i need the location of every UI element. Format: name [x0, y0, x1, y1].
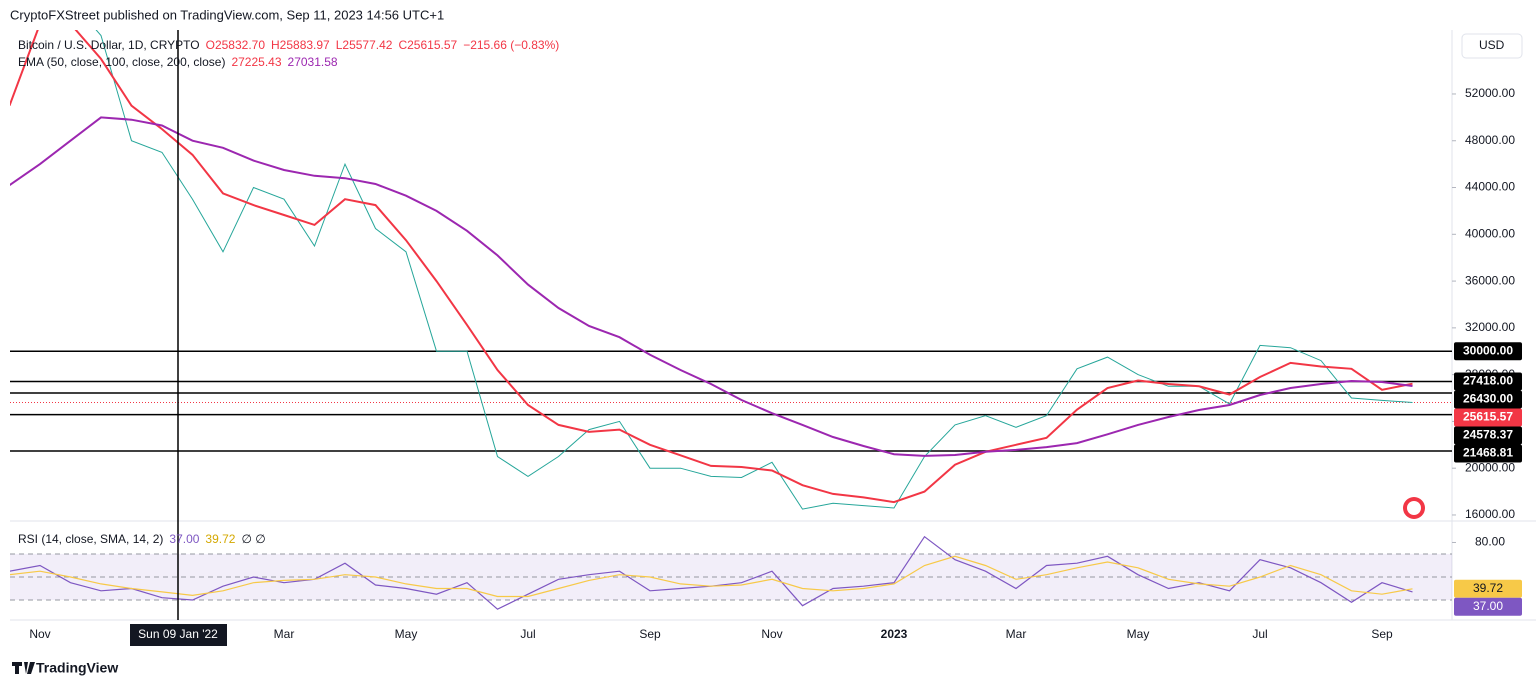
x-tick-label: Sep — [639, 627, 661, 641]
level-label-box — [1454, 408, 1522, 427]
level-label: 26430.00 — [1463, 392, 1513, 406]
level-label-box — [1454, 426, 1522, 445]
level-label: 27418.00 — [1463, 374, 1513, 388]
rsi-pane — [10, 535, 1452, 610]
series-line — [95, 30, 1413, 510]
currency-button[interactable] — [1461, 33, 1523, 59]
crosshair-label-box — [130, 624, 227, 646]
rsi-tick-label: 80.00 — [1475, 535, 1505, 549]
x-tick-label: Mar — [274, 627, 295, 641]
ema200-value: 27031.58 — [288, 55, 338, 69]
ohlc-close: C25615.57 — [398, 38, 457, 52]
rsi-label-box — [1454, 579, 1522, 598]
level-label-box — [1454, 372, 1522, 391]
x-tick-label: Nov — [761, 627, 782, 641]
ema-legend: EMA (50, close, 100, close, 200, close) 2… — [18, 55, 338, 69]
y-tick-label: 52000.00 — [1465, 86, 1515, 100]
level-label: 21468.81 — [1463, 446, 1513, 460]
level-label-box — [1454, 342, 1522, 361]
currency-label[interactable]: USD — [1479, 38, 1505, 52]
rsi-label: 37.00 — [1473, 599, 1503, 613]
x-tick-label: May — [1127, 627, 1150, 641]
ema50-value: 27225.43 — [231, 55, 281, 69]
x-tick-label: Mar — [1006, 627, 1027, 641]
brand-logo — [12, 662, 35, 674]
x-tick-label: Sep — [1371, 627, 1393, 641]
series-line — [10, 116, 1413, 457]
rsi-label-box — [1454, 597, 1522, 616]
series-line — [10, 30, 1413, 504]
flag-icon-inner — [1407, 501, 1421, 515]
y-tick-label: 36000.00 — [1465, 273, 1515, 287]
x-tick-label: Jul — [520, 627, 535, 641]
rsi-title: RSI (14, close, SMA, 14, 2) — [18, 532, 163, 546]
y-tick-label: 48000.00 — [1465, 133, 1515, 147]
y-tick-label: 16000.00 — [1465, 507, 1515, 521]
level-label-box — [1454, 444, 1522, 463]
ohlc-high: H25883.97 — [271, 38, 330, 52]
x-tick-label: Jul — [1252, 627, 1267, 641]
y-tick-label: 20000.00 — [1465, 460, 1515, 474]
series-line — [10, 555, 1413, 598]
rsi-legend: RSI (14, close, SMA, 14, 2) 37.00 39.72 ∅ ∅ — [18, 532, 266, 546]
rsi-extra: ∅ ∅ — [241, 532, 265, 546]
y-tick-label: 40000.00 — [1465, 226, 1515, 240]
y-tick-label: 44000.00 — [1465, 180, 1515, 194]
ema-label: EMA (50, close, 100, close, 200, close) — [18, 55, 225, 69]
rsi-ma-value: 39.72 — [205, 532, 235, 546]
y-tick-label: 32000.00 — [1465, 320, 1515, 334]
rsi-value: 37.00 — [169, 532, 199, 546]
x-tick-label: Nov — [29, 627, 50, 641]
publisher: CryptoFXStreet published on TradingView.… — [10, 7, 444, 22]
ohlc-open: O25832.70 — [206, 38, 266, 52]
symbol: Bitcoin / U.S. Dollar, 1D, CRYPTO — [18, 38, 200, 52]
level-label: 30000.00 — [1463, 343, 1513, 357]
ohlc-change: −215.66 (−0.83%) — [463, 38, 559, 52]
level-label: 24578.37 — [1463, 428, 1513, 442]
brand: TradingView — [36, 660, 118, 676]
level-label-box — [1454, 390, 1522, 409]
x-tick-label: 2023 — [881, 627, 908, 641]
crosshair-label: Sun 09 Jan '22 — [138, 627, 218, 641]
ohlc-low: L25577.42 — [336, 38, 393, 52]
level-label: 25615.57 — [1463, 410, 1513, 424]
labels: Nov Mar May Jul Sep Nov 2023 Mar May Jul Sep 16000.… — [29, 86, 1522, 641]
x-tick-label: May — [395, 627, 418, 641]
price-pane — [10, 30, 1452, 510]
rsi-label: 39.72 — [1473, 581, 1503, 595]
symbol-legend: Bitcoin / U.S. Dollar, 1D, CRYPTO O25832.… — [18, 38, 559, 52]
